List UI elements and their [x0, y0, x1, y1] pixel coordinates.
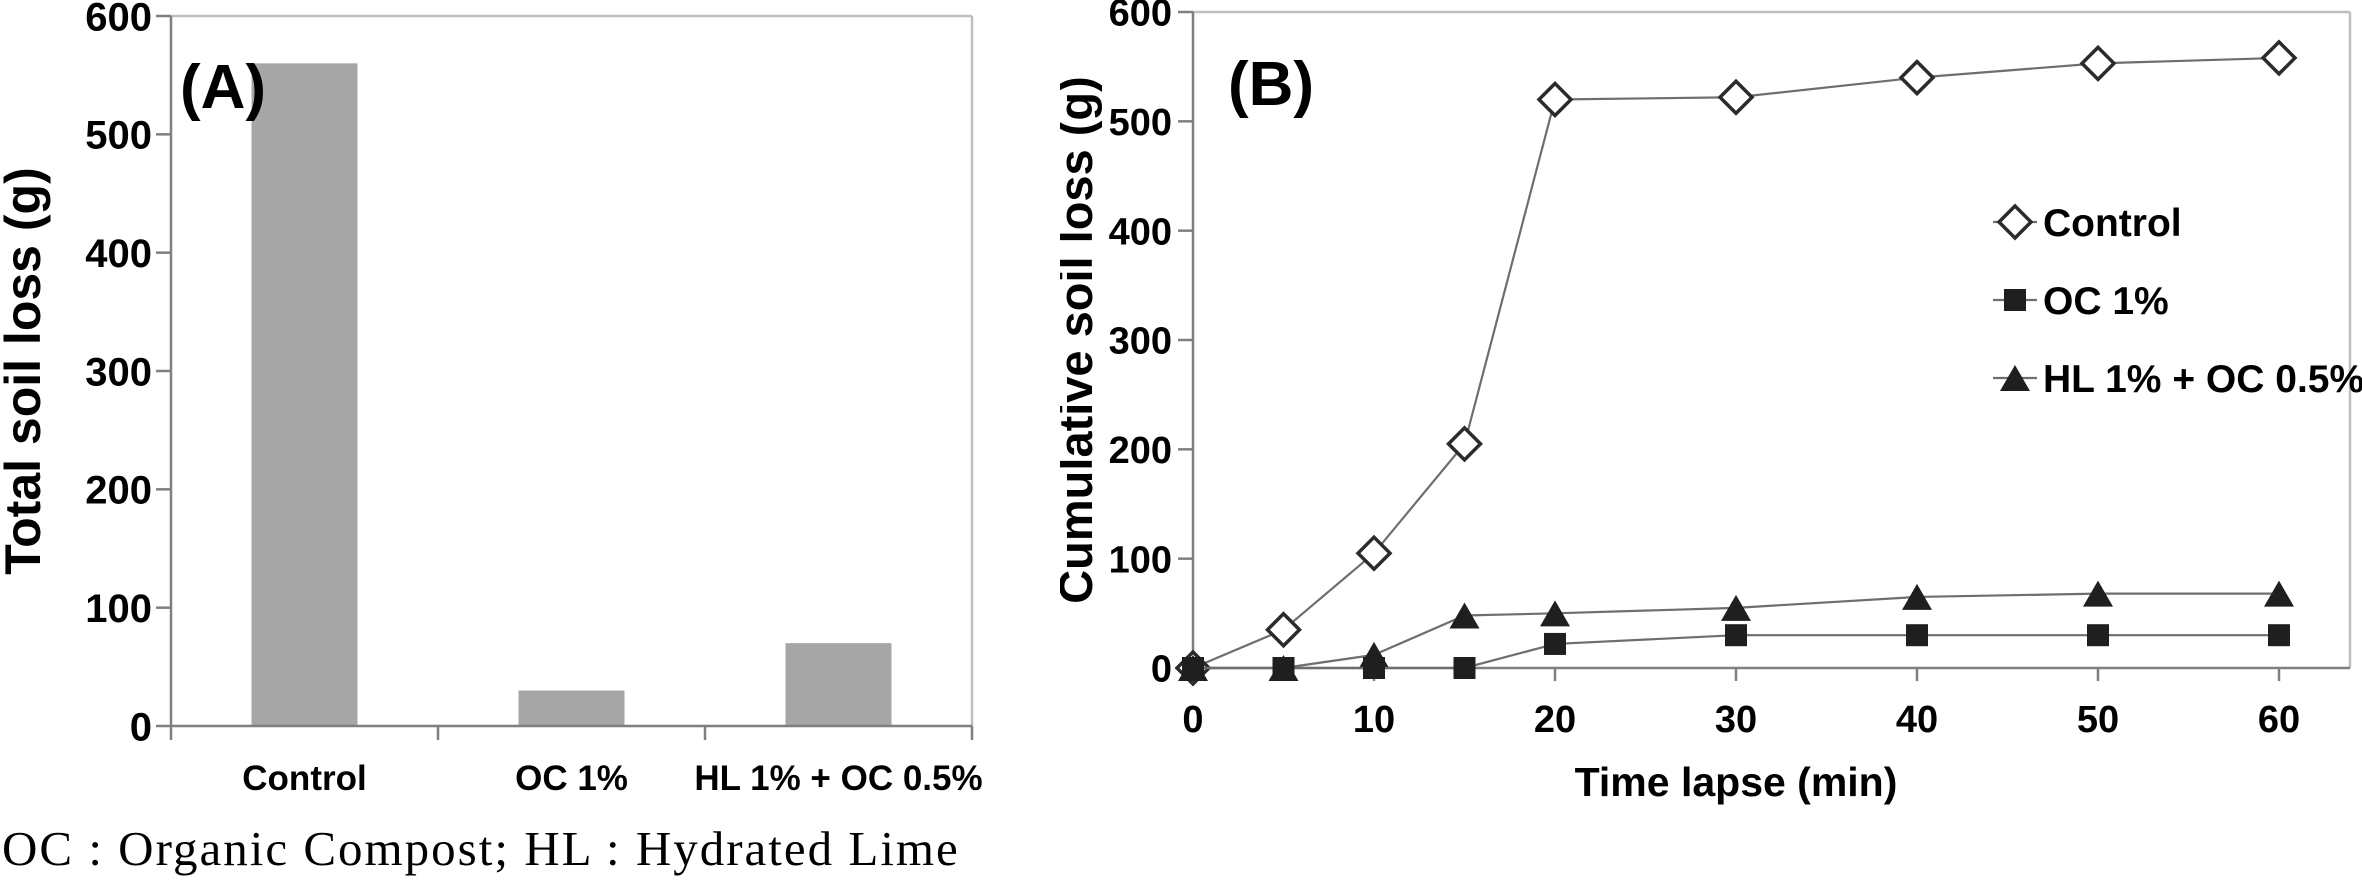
legend-item-hl-1-oc-0-5: HL 1% + OC 0.5%: [1993, 358, 2362, 401]
y-tick-label-200: 200: [1109, 430, 1172, 472]
y-axis-title: Cumulative soil loss (g): [1060, 76, 1102, 604]
marker-oc-1-x0: [1182, 657, 1204, 679]
legend-item-control: Control: [1993, 202, 2182, 245]
y-axis-title: Total soil loss (g): [0, 167, 51, 574]
series-oc-1: [1182, 624, 2290, 679]
marker-oc-1-x50: [2087, 624, 2109, 647]
y-tick-label-200: 200: [85, 469, 152, 513]
legend: Control OC 1% HL 1% + OC 0.5%: [1993, 202, 2362, 401]
y-tick-label-500: 500: [1109, 102, 1172, 144]
panel-label-b: (B): [1228, 50, 1314, 119]
y-tick-label-100: 100: [85, 587, 152, 631]
y-tick-label-500: 500: [85, 114, 152, 158]
panel-a-bar-chart: 0 100 200 300 400 500 600 Control OC 1% HL 1% + O…: [0, 0, 1060, 810]
x-tick-label-0: 0: [1182, 699, 1203, 741]
y-tick-label-600: 600: [85, 0, 152, 39]
panel-b-line-chart: 0 100 200 300 400 500 600 0 10 20 30 40 50 60 Time lap…: [1060, 0, 2362, 810]
marker-control-x40: [1898, 59, 1936, 97]
marker-control-x50: [2079, 44, 2117, 82]
x-tick-label-20: 20: [1534, 699, 1576, 741]
marker-oc-1-x20: [1544, 632, 1566, 655]
x-category-label-control: Control: [242, 759, 366, 798]
y-tick-label-100: 100: [1109, 539, 1172, 581]
legend-marker-hl-1-oc-0-5: [2000, 365, 2030, 391]
x-tick-label-40: 40: [1896, 699, 1938, 741]
y-tick-label-400: 400: [1109, 211, 1172, 253]
x-tick-label-50: 50: [2077, 699, 2119, 741]
marker-oc-1-x5: [1272, 657, 1295, 679]
marker-control-x20: [1536, 80, 1574, 118]
marker-control-x30: [1717, 78, 1755, 116]
marker-hl-1-oc-0-5-x40: [1902, 583, 1932, 610]
legend-label-hl-1-oc-0-5: HL 1% + OC 0.5%: [2043, 358, 2362, 401]
bar-hl-1-oc-0-5: [785, 643, 892, 726]
legend-item-oc-1: OC 1%: [1993, 280, 2169, 323]
x-tick-label-60: 60: [2258, 699, 2300, 741]
y-tick-label-0: 0: [130, 705, 152, 749]
marker-control-x10: [1355, 534, 1393, 572]
marker-oc-1-x15: [1453, 657, 1476, 679]
series-control: [1174, 39, 2298, 687]
x-axis-title: Time lapse (min): [1575, 759, 1898, 805]
legend-marker-control: [1996, 203, 2034, 241]
marker-oc-1-x40: [1906, 624, 1928, 647]
bar-oc-1: [518, 690, 625, 726]
x-tick-label-30: 30: [1715, 699, 1757, 741]
marker-hl-1-oc-0-5-x60: [2264, 580, 2294, 607]
marker-hl-1-oc-0-5-x20: [1540, 600, 1570, 627]
y-tick-label-0: 0: [1151, 649, 1172, 691]
legend-label-oc-1: OC 1%: [2043, 280, 2169, 323]
marker-oc-1-x10: [1363, 657, 1385, 679]
bar-chart-svg: 0 100 200 300 400 500 600 Control OC 1% HL 1% + O…: [0, 0, 983, 798]
marker-oc-1-x60: [2268, 624, 2290, 647]
figure-caption: OC : Organic Compost; HL : Hydrated Lime: [2, 821, 960, 876]
y-tick-label-600: 600: [1109, 0, 1172, 35]
y-tick-label-300: 300: [1109, 321, 1172, 363]
marker-control-x15: [1446, 425, 1483, 463]
legend-marker-oc-1: [2004, 289, 2026, 311]
marker-hl-1-oc-0-5-x15: [1449, 602, 1480, 629]
marker-hl-1-oc-0-5-x30: [1721, 594, 1751, 621]
series-hl-1-oc-0-5: [1178, 580, 2294, 681]
marker-oc-1-x30: [1725, 624, 1747, 647]
bar-control: [251, 63, 358, 727]
marker-hl-1-oc-0-5-x50: [2083, 580, 2113, 607]
y-tick-label-400: 400: [85, 232, 152, 276]
x-category-label-oc-1: OC 1%: [515, 759, 628, 798]
marker-control-x5: [1265, 611, 1302, 649]
panel-label-a: (A): [180, 53, 266, 122]
marker-control-x60: [2260, 39, 2298, 77]
y-tick-label-300: 300: [85, 350, 152, 394]
line-chart-svg: 0 100 200 300 400 500 600 0 10 20 30 40 50 60 Time lap…: [1060, 0, 2362, 805]
x-category-label-hl-1-oc-0-5: HL 1% + OC 0.5%: [694, 759, 982, 798]
legend-label-control: Control: [2043, 202, 2182, 245]
x-tick-label-10: 10: [1353, 699, 1395, 741]
